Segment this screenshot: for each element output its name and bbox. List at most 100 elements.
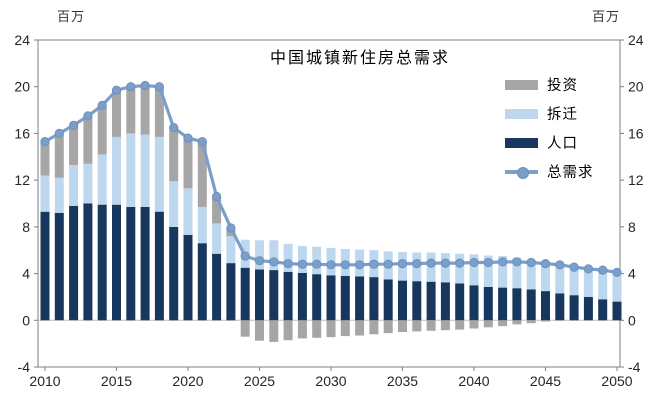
- bar-investment-negative: [412, 320, 422, 332]
- bar-demolition: [97, 154, 107, 205]
- bar-demolition: [541, 262, 550, 292]
- bar-demolition: [40, 175, 50, 212]
- bar-demolition: [512, 257, 522, 289]
- bar-investment: [83, 115, 93, 164]
- y-axis-tick-label-right: 16: [628, 125, 644, 141]
- total-demand-marker: [226, 223, 236, 233]
- legend-swatch-investment-icon: [505, 79, 538, 90]
- bar-population: [154, 211, 164, 321]
- y-axis-tick-label-left: 0: [22, 312, 30, 328]
- bar-population: [469, 285, 479, 321]
- bar-population: [112, 204, 121, 321]
- bar-investment: [183, 138, 193, 189]
- bar-investment: [54, 133, 64, 178]
- y-axis-tick-label-left: 8: [22, 219, 30, 235]
- bar-investment: [140, 85, 150, 135]
- x-axis-tick-label: 2045: [530, 373, 561, 389]
- bar-population: [583, 296, 593, 321]
- bar-population: [69, 205, 79, 321]
- bar-population: [498, 287, 508, 321]
- bar-demolition: [583, 268, 593, 297]
- bar-demolition: [283, 243, 293, 272]
- bar-population: [355, 276, 365, 321]
- bar-population: [97, 204, 107, 321]
- legend-label-demolition: 拆迁: [547, 107, 578, 123]
- bar-demolition: [455, 253, 465, 284]
- total-demand-marker: [240, 251, 250, 261]
- y-axis-tick-label-right: 20: [628, 79, 644, 95]
- bar-investment-negative: [369, 320, 379, 335]
- total-demand-marker: [426, 258, 436, 268]
- bar-investment-negative: [340, 320, 350, 337]
- total-demand-marker: [569, 262, 579, 272]
- bar-population: [455, 283, 465, 321]
- total-demand-marker: [369, 259, 379, 269]
- y-axis-tick-label-left: 20: [14, 79, 30, 95]
- total-demand-marker: [612, 267, 622, 277]
- y-axis-unit-left: 百万: [57, 9, 86, 24]
- total-demand-marker: [83, 111, 93, 121]
- bar-population: [340, 275, 350, 321]
- bar-demolition: [498, 256, 508, 288]
- total-demand-marker: [169, 123, 179, 133]
- bar-population: [426, 281, 436, 321]
- total-demand-marker: [69, 120, 79, 130]
- legend: 投资 拆迁 人口 总需求: [505, 70, 594, 186]
- y-axis-tick-label-right: 12: [628, 172, 644, 188]
- bar-demolition: [555, 264, 565, 294]
- bar-population: [398, 280, 407, 321]
- bar-demolition: [269, 240, 279, 271]
- bar-investment: [169, 127, 179, 182]
- bar-population: [326, 275, 336, 321]
- x-axis-tick-label: 2050: [601, 373, 632, 389]
- bar-investment: [40, 141, 50, 176]
- total-demand-marker: [126, 82, 136, 92]
- legend-swatch-total-demand-icon: [505, 166, 538, 179]
- legend-label-population: 人口: [547, 136, 578, 152]
- total-demand-marker: [140, 80, 150, 91]
- bar-population: [226, 263, 236, 321]
- bar-population: [297, 273, 307, 321]
- total-demand-marker: [498, 257, 508, 267]
- total-demand-marker: [483, 257, 493, 268]
- bar-investment-negative: [455, 320, 465, 330]
- bar-demolition: [440, 253, 450, 283]
- bar-investment: [97, 105, 107, 155]
- bar-population: [40, 211, 50, 321]
- bar-demolition: [526, 259, 536, 290]
- legend-item-demolition: 拆迁: [505, 99, 594, 128]
- bar-population: [541, 291, 550, 321]
- chart-title: 中国城镇新住房总需求: [269, 50, 450, 67]
- total-demand-marker: [312, 259, 322, 269]
- total-demand-marker: [397, 259, 408, 269]
- x-axis-tick-label: 2035: [387, 373, 418, 389]
- bar-demolition: [169, 181, 179, 227]
- bar-population: [212, 253, 222, 321]
- bar-investment-negative: [398, 320, 407, 332]
- bar-investment-negative: [269, 320, 279, 342]
- bar-population: [126, 207, 136, 321]
- total-demand-marker: [512, 257, 522, 267]
- bar-investment-negative: [312, 320, 322, 338]
- bar-demolition: [612, 272, 622, 302]
- total-demand-marker: [455, 258, 465, 268]
- x-axis-tick-label: 2010: [29, 373, 60, 389]
- bar-demolition: [112, 136, 121, 205]
- bar-demolition: [255, 240, 264, 270]
- total-demand-marker: [40, 137, 50, 147]
- bar-population: [569, 295, 579, 321]
- total-demand-line: [40, 80, 622, 277]
- y-axis-unit-right: 百万: [592, 9, 621, 24]
- total-demand-marker: [583, 264, 594, 274]
- total-demand-marker: [598, 265, 608, 275]
- y-axis-tick-label-right: -4: [628, 359, 641, 375]
- total-demand-marker: [183, 133, 193, 143]
- bar-population: [283, 271, 293, 321]
- bar-population: [255, 269, 264, 321]
- y-axis-tick-label-right: 4: [628, 266, 636, 282]
- total-demand-marker: [555, 260, 565, 270]
- bar-population: [83, 203, 93, 321]
- bar-population: [483, 287, 493, 321]
- total-demand-marker: [111, 85, 122, 95]
